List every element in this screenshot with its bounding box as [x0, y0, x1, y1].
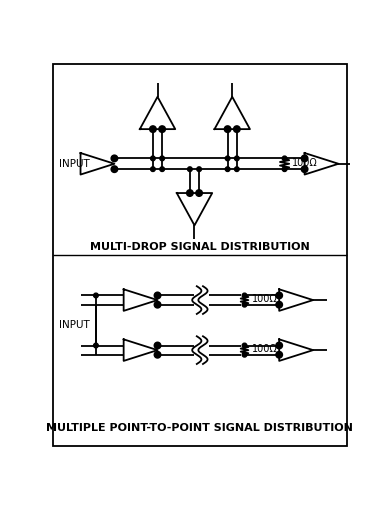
Circle shape [196, 190, 202, 196]
Circle shape [242, 293, 247, 298]
Circle shape [94, 293, 98, 298]
Circle shape [225, 167, 230, 172]
Circle shape [234, 156, 239, 161]
Circle shape [160, 156, 165, 161]
Circle shape [150, 126, 156, 132]
Circle shape [154, 292, 161, 298]
Circle shape [301, 166, 308, 172]
Circle shape [276, 351, 282, 358]
Circle shape [187, 190, 193, 196]
Circle shape [111, 166, 117, 172]
Circle shape [154, 351, 161, 358]
Circle shape [242, 352, 247, 357]
Text: INPUT: INPUT [59, 159, 90, 169]
Circle shape [94, 343, 98, 348]
Circle shape [111, 156, 117, 162]
Text: 100Ω: 100Ω [252, 344, 277, 355]
Circle shape [159, 126, 165, 132]
Circle shape [154, 342, 161, 348]
Circle shape [225, 126, 230, 132]
Circle shape [225, 156, 230, 161]
Text: 100Ω: 100Ω [291, 158, 317, 168]
Circle shape [188, 167, 192, 172]
Circle shape [276, 342, 282, 348]
Circle shape [151, 156, 155, 161]
Circle shape [242, 343, 247, 348]
Circle shape [151, 167, 155, 172]
Circle shape [282, 167, 287, 172]
Circle shape [234, 126, 240, 132]
Text: INPUT: INPUT [59, 320, 90, 330]
Circle shape [242, 302, 247, 307]
Circle shape [160, 167, 165, 172]
Circle shape [197, 167, 201, 172]
Circle shape [234, 167, 239, 172]
Text: MULTIPLE POINT-TO-POINT SIGNAL DISTRIBUTION: MULTIPLE POINT-TO-POINT SIGNAL DISTRIBUT… [46, 423, 353, 433]
Circle shape [154, 301, 161, 308]
Text: MULTI-DROP SIGNAL DISTRIBUTION: MULTI-DROP SIGNAL DISTRIBUTION [90, 242, 310, 252]
Circle shape [276, 292, 282, 298]
Circle shape [276, 301, 282, 308]
Circle shape [282, 156, 287, 161]
Circle shape [301, 156, 308, 162]
Text: 100Ω: 100Ω [252, 294, 277, 305]
